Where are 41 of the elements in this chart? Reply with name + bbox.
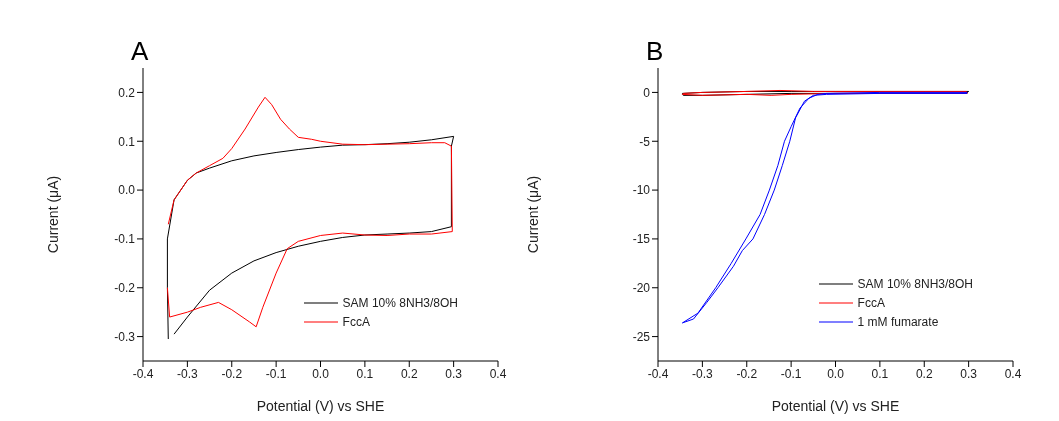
y-axis-title: Current (μA) — [524, 175, 541, 254]
legend-label: FccA — [342, 314, 370, 329]
x-tick-label: -0.1 — [265, 366, 287, 381]
x-tick-label: 0.0 — [312, 366, 330, 381]
x-tick-label: 0.1 — [356, 366, 374, 381]
y-tick-label: 0.0 — [118, 183, 136, 198]
x-tick-label: 0.4 — [1004, 366, 1022, 381]
x-axis-title: Potential (V) vs SHE — [771, 398, 900, 414]
chart-title: A — [131, 36, 149, 67]
y-tick-label: -25 — [632, 329, 651, 344]
legend-label: SAM 10% 8NH3/8OH — [857, 276, 973, 291]
x-tick-label: 0.0 — [827, 366, 845, 381]
y-tick-label: -15 — [632, 232, 651, 247]
x-tick-label: 0.3 — [445, 366, 463, 381]
x-tick-label: 0.4 — [489, 366, 507, 381]
x-tick-label: 0.3 — [960, 366, 978, 381]
y-tick-label: -0.2 — [114, 281, 136, 296]
x-tick-label: 0.2 — [400, 366, 418, 381]
legend-label: 1 mM fumarate — [857, 314, 939, 329]
y-tick-label: -0.3 — [114, 329, 136, 344]
y-tick-label: -0.1 — [114, 232, 136, 247]
legend-label: FccA — [857, 295, 885, 310]
y-axis-title: Current (μA) — [44, 175, 61, 254]
x-tick-label: 0.2 — [915, 366, 933, 381]
y-tick-label: 0.1 — [118, 134, 136, 149]
y-tick-label: -20 — [632, 281, 651, 296]
x-tick-label: -0.2 — [221, 366, 243, 381]
x-tick-label: -0.4 — [132, 366, 154, 381]
x-tick-label: -0.4 — [647, 366, 669, 381]
x-tick-label: -0.3 — [177, 366, 199, 381]
y-tick-label: -5 — [639, 134, 651, 149]
x-tick-label: 0.1 — [871, 366, 889, 381]
y-tick-label: 0 — [643, 85, 651, 100]
x-tick-label: -0.1 — [780, 366, 802, 381]
x-tick-label: -0.2 — [736, 366, 758, 381]
legend-label: SAM 10% 8NH3/8OH — [342, 295, 458, 310]
x-axis-title: Potential (V) vs SHE — [256, 398, 385, 414]
y-tick-label: -10 — [632, 183, 651, 198]
y-tick-label: 0.2 — [118, 85, 136, 100]
chart-title: B — [646, 36, 664, 67]
x-tick-label: -0.3 — [692, 366, 714, 381]
